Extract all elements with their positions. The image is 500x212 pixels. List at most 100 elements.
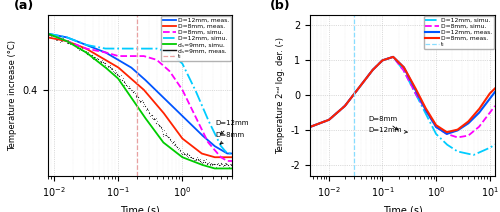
Point (110, 71, 118, 74)
Point (108, 66, 116, 70)
D=8mm, simu. (488, 109, 494, 112)
D=8mm, meas. (408, 78, 414, 81)
Point (73, 46, 81, 50)
Point (111, 69, 119, 72)
D=12mm, simu. (307, 126, 313, 128)
D=8mm, meas. (396, 61, 402, 63)
Point (218, 165, 226, 168)
Point (205, 160, 213, 163)
Point (78, 46, 86, 50)
Point (213, 166, 221, 169)
Point (166, 137, 174, 141)
Point (175, 146, 183, 150)
Point (164, 135, 172, 138)
D=12mm, meas. (178, 113, 184, 116)
Text: D=8mm: D=8mm (216, 132, 245, 144)
Point (58, 38, 66, 42)
D=12mm, meas. (408, 79, 414, 82)
Point (153, 120, 161, 123)
Point (136, 98, 143, 102)
Point (72, 45, 80, 48)
Text: D=12mm: D=12mm (216, 120, 249, 134)
D=8mm, simu. (396, 64, 402, 66)
Point (69, 42, 77, 46)
Point (78, 49, 86, 53)
D=8mm, simu. (390, 56, 396, 58)
Point (215, 163, 223, 167)
Point (187, 155, 195, 159)
Point (171, 143, 179, 146)
Point (87, 54, 95, 57)
X-axis label: Time (s): Time (s) (382, 205, 422, 212)
D=12mm, meas. (179, 114, 185, 117)
Point (204, 161, 212, 165)
Point (143, 107, 151, 111)
Point (220, 163, 228, 167)
Point (217, 162, 225, 165)
Point (172, 144, 180, 148)
Point (192, 158, 200, 162)
D=8mm, simu. (418, 100, 424, 103)
Point (65, 39, 73, 43)
Point (52, 38, 60, 41)
D=8mm, meas. (390, 56, 396, 58)
Point (176, 149, 184, 152)
Point (60, 39, 68, 42)
Point (118, 78, 126, 81)
Point (208, 162, 216, 165)
D=8mm, simu. (307, 126, 313, 128)
Point (184, 154, 192, 157)
D=12mm, simu. (396, 64, 402, 66)
D=8mm, simu. (230, 160, 235, 162)
D=8mm, meas. (44, 36, 51, 39)
Point (198, 161, 205, 164)
Point (90, 56, 98, 59)
D=12mm, meas. (44, 32, 51, 35)
Line: D=12mm, meas.: D=12mm, meas. (310, 57, 495, 134)
D=12mm, simu. (230, 152, 235, 155)
Point (47, 34, 55, 38)
Point (178, 154, 186, 157)
Point (176, 148, 184, 152)
Point (100, 61, 108, 65)
dₛ=9mm, simu. (212, 167, 218, 170)
Y-axis label: Temperature increase (°C): Temperature increase (°C) (8, 40, 17, 151)
Point (146, 111, 154, 114)
Point (118, 79, 126, 82)
Point (174, 146, 182, 149)
Point (194, 158, 202, 162)
Point (90, 55, 98, 59)
Point (110, 71, 118, 74)
Point (116, 75, 124, 78)
Point (132, 95, 140, 98)
Point (88, 56, 96, 59)
Point (99, 60, 107, 64)
dₛ=9mm, simu. (178, 155, 184, 158)
Point (46, 33, 54, 36)
Point (182, 151, 190, 155)
Point (227, 163, 235, 166)
Point (78, 48, 86, 51)
dₛ=9mm, simu. (104, 68, 110, 71)
D=8mm, simu. (224, 160, 230, 162)
dₛ=9mm, simu. (44, 32, 51, 35)
Point (139, 104, 147, 107)
dₛ=9mm, simu. (179, 156, 185, 158)
D=12mm, meas. (66, 37, 72, 40)
D=12mm, meas. (396, 62, 402, 64)
Point (50, 34, 58, 38)
Point (122, 82, 130, 85)
Point (214, 162, 222, 165)
Point (127, 89, 135, 92)
Point (180, 152, 188, 156)
Point (68, 43, 76, 46)
Point (108, 67, 116, 71)
Point (148, 116, 156, 119)
Point (220, 163, 228, 166)
Point (144, 109, 152, 112)
Line: D=8mm, simu.: D=8mm, simu. (310, 57, 495, 137)
D=12mm, simu. (161, 49, 167, 52)
Point (226, 162, 234, 165)
D=12mm, meas. (118, 60, 124, 63)
Point (74, 46, 82, 49)
